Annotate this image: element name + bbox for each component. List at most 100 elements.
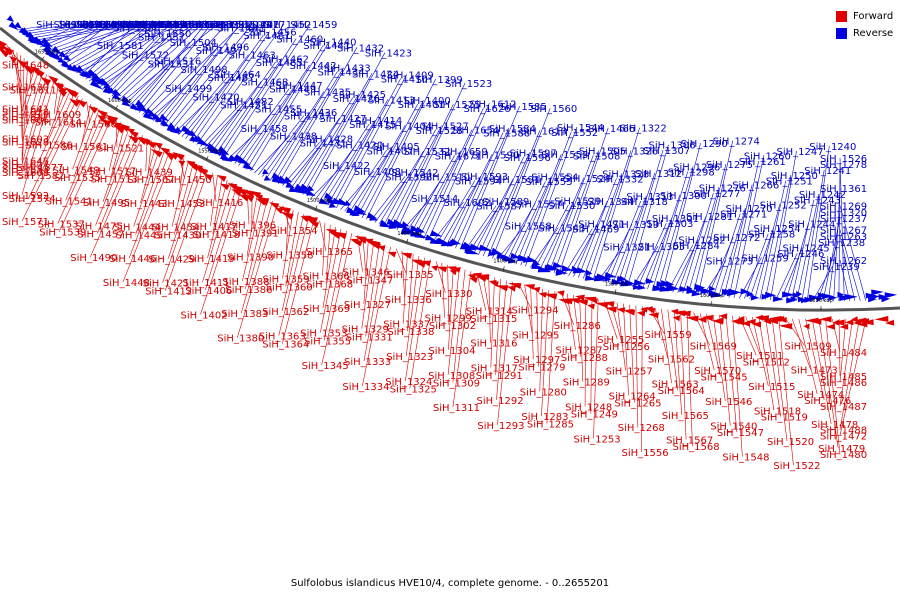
reverse-connector — [796, 193, 820, 301]
forward-connector — [95, 130, 134, 226]
reverse-gene-feature — [318, 198, 330, 205]
reverse-connector — [764, 174, 792, 300]
forward-gene-feature — [874, 315, 889, 322]
forward-connector — [825, 319, 841, 455]
forward-connector — [21, 98, 83, 222]
reverse-connector — [801, 169, 825, 301]
forward-connector — [21, 57, 25, 161]
forward-connector — [712, 314, 726, 402]
gene-label: SiH_1247 — [777, 147, 824, 158]
gene-label: SiH_1564 — [658, 386, 705, 397]
reverse-connector — [306, 52, 386, 197]
forward-gene-feature — [452, 267, 461, 273]
forward-connector — [135, 148, 166, 235]
gene-label: SiH_1450 — [165, 175, 212, 186]
reverse-connector — [549, 155, 594, 272]
forward-connector — [21, 60, 29, 169]
gene-label: SiH_1671 — [435, 151, 482, 162]
forward-connector — [785, 318, 805, 346]
gene-label: SiH_1330 — [425, 289, 472, 300]
forward-gene-feature — [9, 56, 18, 64]
gene-label: SiH_1543 — [538, 224, 585, 235]
gene-label: SiH_1531 — [148, 60, 195, 71]
gene-label: SiH_1648 — [2, 61, 49, 72]
forward-gene-feature — [678, 310, 691, 317]
reverse-connector — [839, 157, 845, 302]
scale-tick-label: 1250 kbp — [809, 298, 833, 304]
gene-label: SiH_1660 — [111, 20, 158, 31]
reverse-gene-feature — [283, 176, 293, 183]
forward-gene-feature — [604, 301, 615, 308]
forward-connector — [242, 196, 263, 281]
gene-label: SiH_1316 — [470, 339, 517, 350]
reverse-gene-feature — [868, 296, 877, 303]
forward-connector — [395, 248, 407, 275]
gene-label: SiH_1538 — [160, 20, 207, 31]
reverse-connector — [510, 176, 552, 264]
forward-connector — [362, 246, 391, 386]
forward-connector — [21, 71, 44, 142]
gene-label: SiH_1285 — [527, 420, 574, 431]
reverse-gene-feature — [237, 156, 251, 166]
gene-label: SiH_1453 — [158, 199, 205, 210]
gene-label: SiH_1490 — [70, 253, 117, 264]
forward-gene-feature — [508, 283, 522, 289]
reverse-connector — [344, 150, 387, 212]
reverse-connector — [539, 200, 575, 270]
forward-connector — [45, 87, 67, 145]
gene-label: SiH_1577 — [16, 163, 63, 174]
reverse-connector — [534, 204, 569, 269]
forward-connector — [805, 318, 825, 401]
gene-label: SiH_1422 — [323, 161, 370, 172]
reverse-connector — [553, 150, 600, 273]
forward-connector — [173, 163, 194, 235]
reverse-gene-feature — [555, 268, 568, 275]
scale-tick-mark — [206, 155, 209, 160]
reverse-connector — [702, 260, 727, 296]
forward-gene-feature — [246, 196, 254, 203]
forward-connector — [488, 275, 491, 343]
forward-gene-feature — [560, 298, 573, 305]
reverse-gene-feature — [243, 162, 255, 170]
gene-label: SiH_1530 — [548, 201, 595, 212]
forward-connector — [402, 252, 408, 324]
forward-connector — [539, 288, 543, 392]
gene-label: SiH_1606 — [2, 115, 49, 126]
reverse-connector — [34, 23, 138, 44]
reverse-connector — [396, 82, 466, 231]
gene-label: SiH_1478 — [811, 420, 858, 431]
gene-label: SiH_1558 — [505, 222, 552, 233]
gene-label: SiH_1406 — [185, 286, 232, 297]
gene-label: SiH_1279 — [518, 363, 565, 374]
reverse-gene-feature — [822, 293, 834, 300]
gene-label: SiH_1446 — [109, 254, 156, 265]
forward-gene-feature — [68, 89, 79, 98]
reverse-connector — [246, 44, 324, 170]
gene-label: SiH_1574 — [9, 194, 56, 205]
reverse-gene-feature — [871, 289, 884, 296]
reverse-connector — [744, 233, 769, 299]
gene-label: SiH_1335 — [387, 270, 434, 281]
reverse-connector — [348, 146, 393, 214]
gene-label: SiH_1509 — [785, 342, 832, 353]
gene-label: SiH_1452 — [264, 20, 311, 31]
reverse-connector — [234, 88, 290, 164]
forward-gene-feature — [495, 285, 509, 292]
reverse-gene-feature — [740, 288, 750, 295]
gene-label: SiH_1484 — [820, 348, 867, 359]
reverse-connector — [582, 173, 623, 279]
forward-gene-feature — [279, 211, 294, 220]
reverse-connector — [135, 23, 206, 111]
reverse-connector — [418, 129, 473, 238]
reverse-connector — [366, 78, 436, 220]
forward-connector — [706, 313, 721, 377]
reverse-connector — [473, 178, 514, 254]
reverse-connector — [838, 164, 841, 302]
reverse-gene-feature — [324, 192, 334, 199]
gene-label: SiH_1401 — [398, 100, 445, 111]
forward-connector — [623, 303, 629, 396]
gene-label: SiH_1527 — [422, 122, 469, 133]
reverse-connector — [597, 246, 624, 282]
reverse-gene-feature — [221, 148, 230, 155]
gene-label: SiH_1539 — [39, 228, 86, 239]
